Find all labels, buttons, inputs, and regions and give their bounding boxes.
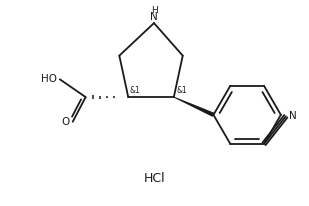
Text: N: N [150,12,158,22]
Text: &1: &1 [129,86,140,95]
Text: N: N [289,111,297,121]
Text: HO: HO [41,74,57,84]
Text: O: O [61,117,70,127]
Text: &1: &1 [177,86,188,95]
Text: H: H [150,6,157,15]
Text: HCl: HCl [144,172,166,185]
Polygon shape [174,97,214,117]
